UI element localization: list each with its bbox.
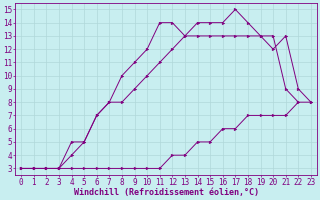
X-axis label: Windchill (Refroidissement éolien,°C): Windchill (Refroidissement éolien,°C)	[74, 188, 259, 197]
